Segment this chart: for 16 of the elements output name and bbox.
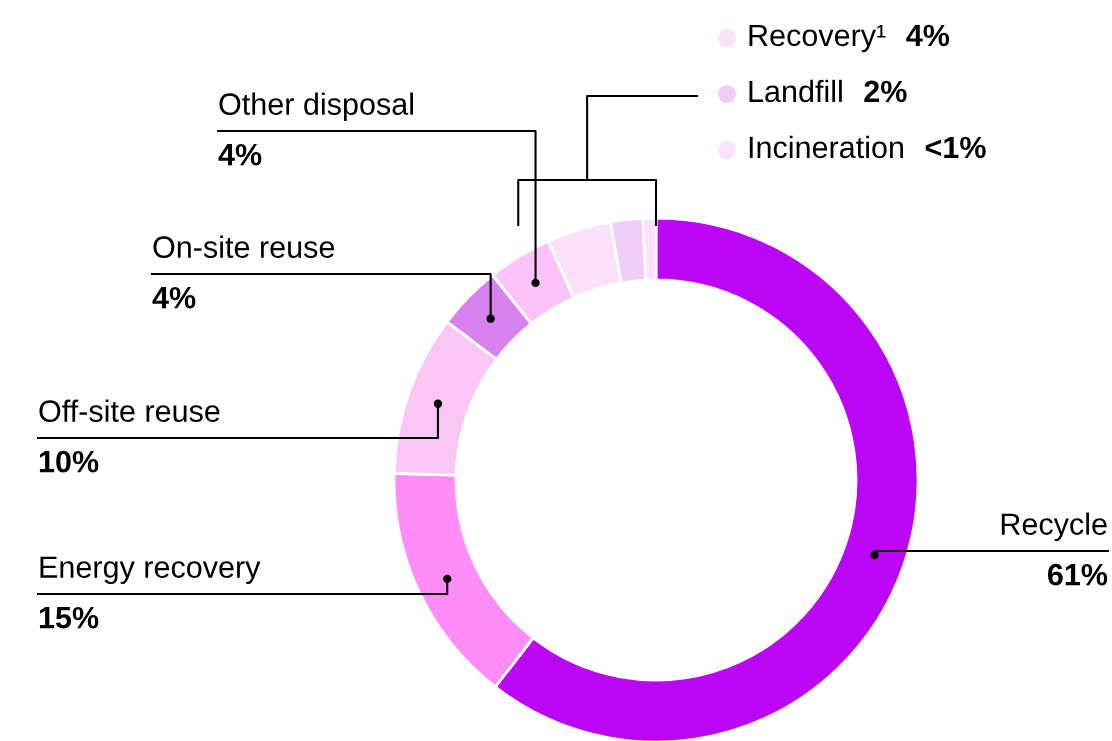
slice-label: On-site reuse xyxy=(153,235,335,258)
data-label: 2% xyxy=(864,80,907,103)
slice-label: Other disposal xyxy=(219,92,413,121)
data-label: 61% xyxy=(1047,563,1108,586)
legend-label: Landfill xyxy=(749,79,842,103)
data-label: <1% xyxy=(925,136,986,159)
data-label: 4% xyxy=(218,143,262,166)
legend-label: Incineration xyxy=(749,135,903,159)
data-label: 15% xyxy=(39,606,99,629)
slice-label: Recycle xyxy=(1001,512,1107,541)
data-label: 4% xyxy=(152,286,196,309)
slice-label: Energy recovery xyxy=(40,556,261,584)
slice-label: Off-site reuse xyxy=(39,399,220,422)
legend-label: Recovery¹ xyxy=(749,24,886,53)
data-label: 10% xyxy=(39,450,99,473)
data-label: 4% xyxy=(906,24,950,47)
